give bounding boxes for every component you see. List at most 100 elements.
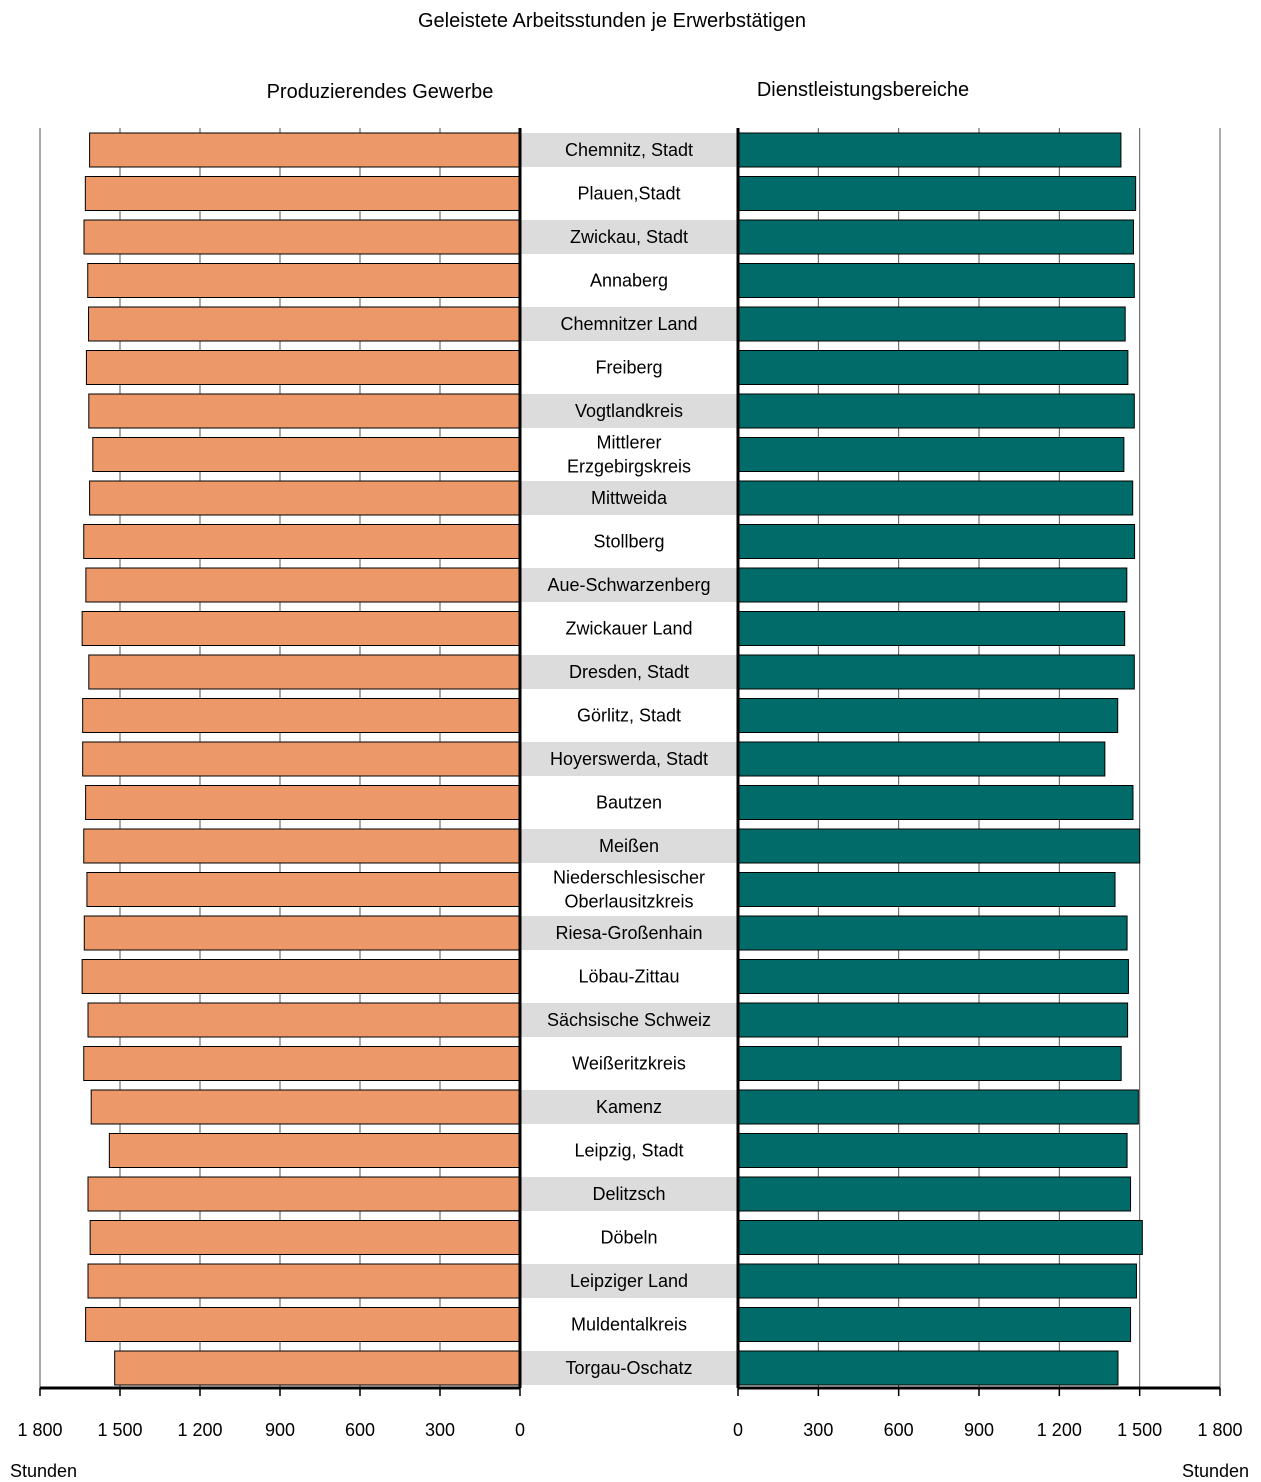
right-bar xyxy=(737,1046,1122,1081)
left-bar xyxy=(89,1220,521,1255)
right-bar xyxy=(737,1263,1137,1299)
right-panel-title: Dienstleistungsbereiche xyxy=(757,79,969,101)
category-label: Kamenz xyxy=(596,1097,662,1117)
category-label: Weißeritzkreis xyxy=(572,1054,686,1074)
category-label: Mittweida xyxy=(591,488,668,508)
left-bar xyxy=(83,828,521,864)
category-label: Mittlerer Erzgebirgskreis xyxy=(567,433,691,477)
left-series-bars xyxy=(81,132,521,1386)
category-label: Meißen xyxy=(599,836,659,856)
category-label: Chemnitz, Stadt xyxy=(565,140,693,160)
right-unit-label: Stunden xyxy=(1182,1461,1249,1481)
right-series-bars xyxy=(737,132,1143,1386)
left-bar xyxy=(83,219,521,255)
category-label-line: Mittlerer xyxy=(596,433,661,453)
right-tick-label: 1 500 xyxy=(1117,1420,1162,1440)
left-bar xyxy=(85,785,521,820)
category-band xyxy=(520,1003,738,1037)
left-unit-label: Stunden xyxy=(10,1461,77,1481)
category-band xyxy=(520,307,738,341)
category-band xyxy=(520,220,738,254)
category-band xyxy=(520,829,738,863)
left-bar xyxy=(89,480,521,516)
right-bar xyxy=(737,567,1128,603)
tick-labels: 1 800 0 1 500 300 1 200 600 900 900 600 1 200 300 1… xyxy=(17,1420,1242,1440)
right-bar xyxy=(737,1350,1119,1386)
left-bar xyxy=(88,306,521,342)
left-bar xyxy=(108,1133,521,1168)
left-bar xyxy=(85,1307,521,1342)
right-tick-label: 1 800 xyxy=(1197,1420,1242,1440)
category-label: Stollberg xyxy=(593,532,664,552)
left-bar xyxy=(84,176,521,211)
chart-title: Geleistete Arbeitsstunden je Erwerbstäti… xyxy=(418,10,806,32)
category-label: Leipziger Land xyxy=(570,1271,688,1291)
category-label: Görlitz, Stadt xyxy=(577,706,681,726)
category-label: Freiberg xyxy=(595,358,662,378)
left-bar xyxy=(82,741,521,777)
right-bar xyxy=(737,915,1128,951)
left-tick-label: 1 800 xyxy=(17,1420,62,1440)
left-bar xyxy=(81,959,521,994)
left-bar xyxy=(90,1089,521,1125)
right-bar xyxy=(737,1089,1139,1125)
right-bar xyxy=(737,1307,1132,1342)
category-label-line: Erzgebirgskreis xyxy=(567,457,691,477)
left-bar xyxy=(88,393,521,429)
category-label: Riesa-Großenhain xyxy=(555,923,702,943)
left-tick-label: 300 xyxy=(425,1420,455,1440)
category-band xyxy=(520,1090,738,1124)
left-tick-label: 900 xyxy=(265,1420,295,1440)
left-bar xyxy=(85,350,521,385)
left-tick-label: 1 500 xyxy=(97,1420,142,1440)
right-bar xyxy=(737,698,1119,733)
category-label: Plauen,Stadt xyxy=(577,184,680,204)
category-label: Löbau-Zittau xyxy=(578,967,679,987)
category-label: Döbeln xyxy=(600,1228,657,1248)
right-bar xyxy=(737,872,1116,907)
right-bar xyxy=(737,1176,1132,1212)
left-bar xyxy=(81,611,521,646)
right-bar xyxy=(737,1002,1129,1038)
category-band xyxy=(520,568,738,602)
right-bar xyxy=(737,1220,1143,1255)
category-bands xyxy=(520,133,738,1385)
left-bar xyxy=(88,654,521,690)
left-bar xyxy=(92,437,521,472)
category-band xyxy=(520,133,738,167)
category-label: Annaberg xyxy=(590,271,668,291)
category-label: Torgau-Oschatz xyxy=(565,1358,692,1378)
left-bar xyxy=(87,1176,521,1212)
right-bar xyxy=(737,219,1135,255)
left-bar xyxy=(83,524,521,559)
left-bar xyxy=(114,1350,521,1386)
right-bar xyxy=(737,350,1129,385)
left-bar xyxy=(83,915,521,951)
right-bar xyxy=(737,741,1106,777)
category-label: Leipzig, Stadt xyxy=(574,1141,683,1161)
left-tick-label: 1 200 xyxy=(177,1420,222,1440)
right-bar xyxy=(737,959,1129,994)
right-bar xyxy=(737,306,1126,342)
axes xyxy=(39,128,1221,1396)
right-tick-label: 600 xyxy=(884,1420,914,1440)
category-label: Muldentalkreis xyxy=(571,1315,687,1335)
right-bar xyxy=(737,611,1126,646)
right-bar xyxy=(737,176,1137,211)
category-label: Aue-Schwarzenberg xyxy=(547,575,710,595)
right-bar xyxy=(737,132,1122,168)
left-tick-label: 0 xyxy=(515,1420,525,1440)
category-label: Vogtlandkreis xyxy=(575,401,683,421)
category-label: Delitzsch xyxy=(592,1184,665,1204)
category-band xyxy=(520,655,738,689)
category-label: Zwickau, Stadt xyxy=(570,227,688,247)
right-bar xyxy=(737,828,1141,864)
category-band xyxy=(520,394,738,428)
left-bar xyxy=(87,1263,521,1299)
right-bar xyxy=(737,437,1125,472)
category-band xyxy=(520,916,738,950)
category-band xyxy=(520,1264,738,1298)
left-bar xyxy=(83,1046,521,1081)
left-tick-label: 600 xyxy=(345,1420,375,1440)
